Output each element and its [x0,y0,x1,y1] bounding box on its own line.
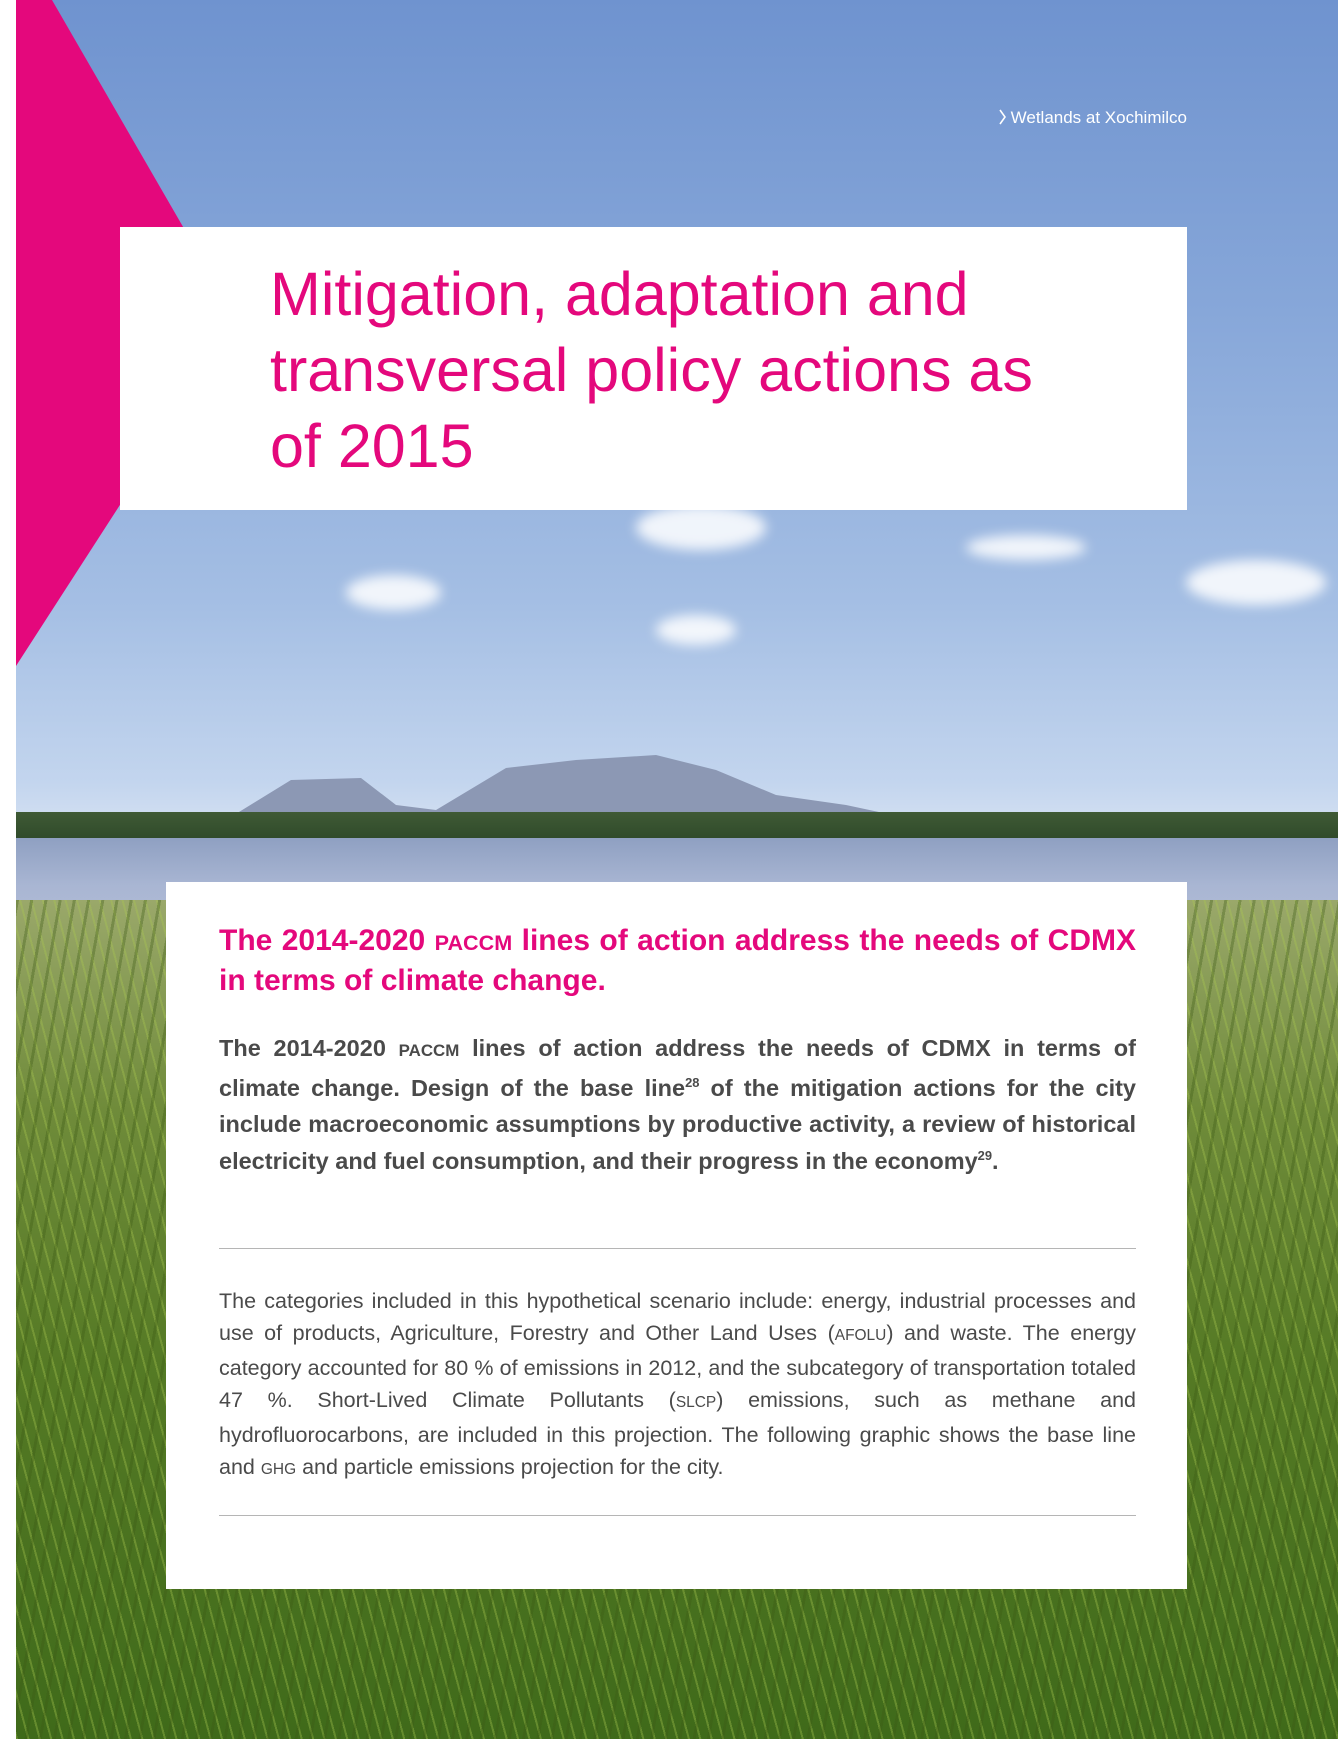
photo-caption: Wetlands at Xochimilco [999,108,1187,128]
cloud [636,505,766,550]
text: The 2014-2020 [219,1035,399,1061]
caption-text: Wetlands at Xochimilco [1011,108,1187,127]
mountains [16,740,1338,820]
acronym: SLCP [676,1394,716,1411]
tree-line [16,812,1338,840]
divider [219,1248,1136,1249]
subheading: The 2014-2020 PACCM lines of action addr… [219,922,1136,1000]
lead-paragraph: The 2014-2020 PACCM lines of action addr… [219,1030,1136,1179]
acronym: GHG [261,1461,296,1478]
mountain [226,755,916,820]
cloud [656,615,736,645]
chapter-title: Mitigation, adaptation and transversal p… [270,256,1100,484]
text: . [992,1148,999,1174]
page: Wetlands at Xochimilco 5 Mitigation, ada… [0,0,1338,1739]
footnote-ref: 28 [685,1075,699,1090]
cloud [1186,560,1326,605]
acronym: AFOLU [835,1327,887,1344]
cloud [346,575,441,610]
footnote-ref: 29 [978,1148,992,1163]
caption-arrow [999,109,1007,125]
text: and particle emissions projection for th… [296,1455,723,1479]
content-box: The 2014-2020 PACCM lines of action addr… [166,882,1187,1589]
cloud [966,535,1086,560]
acronym: PACCM [435,930,513,955]
text: The 2014-2020 [219,924,435,957]
chapter-number: 5 [140,288,178,366]
divider [219,1515,1136,1516]
body-paragraph: The categories included in this hypothet… [219,1285,1136,1486]
acronym: PACCM [399,1041,460,1060]
